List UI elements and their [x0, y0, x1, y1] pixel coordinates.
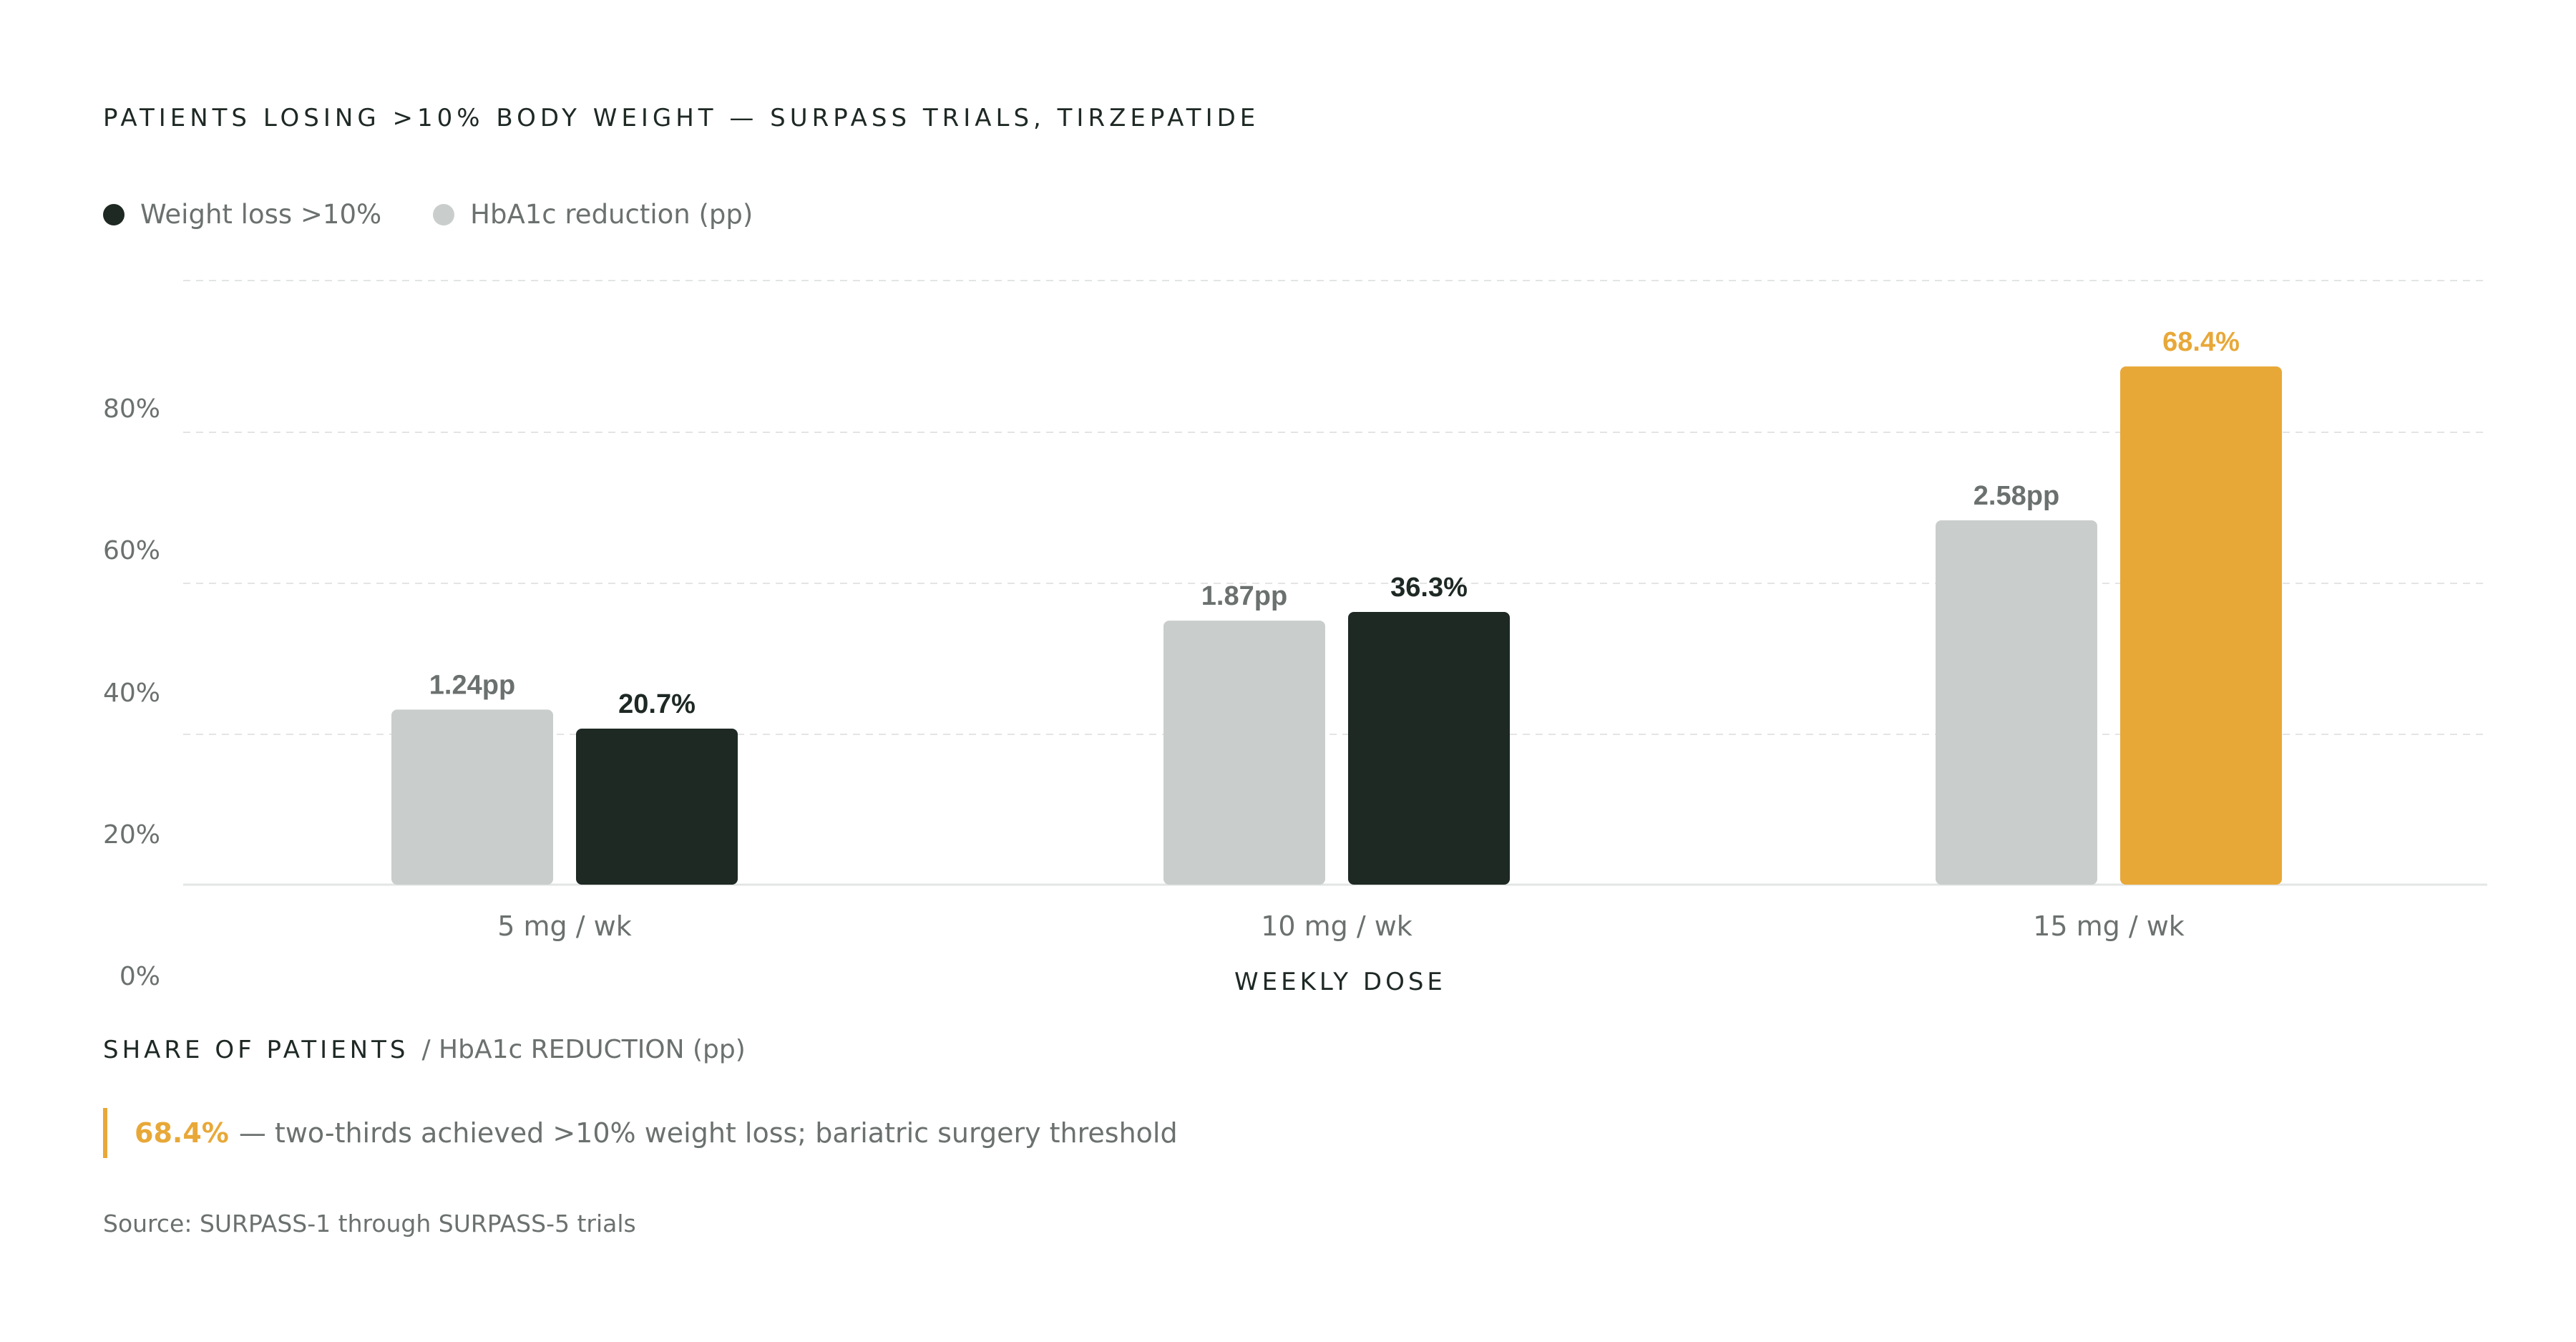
data-label-hba1c: 1.24pp — [429, 670, 515, 700]
data-label-hba1c: 1.87pp — [1201, 581, 1287, 611]
bar-hba1c — [1163, 621, 1325, 885]
data-label-hba1c: 2.58pp — [1974, 481, 2059, 511]
callout: 68.4% — two-thirds achieved >10% weight … — [103, 1108, 1178, 1158]
bar-weight-loss — [2120, 366, 2282, 885]
y-axis-title-sub: / HbA1c REDUCTION (pp) — [421, 1035, 746, 1064]
bar-weight-loss — [576, 729, 738, 885]
x-axis-title: WEEKLY DOSE — [1234, 968, 1446, 996]
data-label-weight-loss: 68.4% — [2162, 327, 2240, 357]
bar-hba1c — [391, 709, 553, 885]
callout-text: — two-thirds achieved >10% weight loss; … — [238, 1117, 1178, 1149]
y-axis-title-main: SHARE OF PATIENTS — [103, 1036, 409, 1064]
legend-swatch-hba1c — [433, 203, 455, 225]
legend-label-hba1c: HbA1c reduction (pp) — [470, 199, 753, 230]
bar-hba1c — [1936, 520, 2097, 885]
y-tick-label: 0% — [119, 962, 160, 991]
legend-swatch-weight-loss — [103, 203, 125, 225]
source-note: Source: SURPASS-1 through SURPASS-5 tria… — [103, 1210, 636, 1238]
x-tick-label: 10 mg / wk — [1261, 910, 1413, 942]
bar-weight-loss — [1348, 612, 1510, 885]
y-tick-label: 80% — [103, 394, 160, 424]
legend-label-weight-loss: Weight loss >10% — [140, 199, 382, 230]
data-label-weight-loss: 20.7% — [618, 689, 696, 719]
x-tick-label: 15 mg / wk — [2033, 910, 2185, 942]
x-tick-label: 5 mg / wk — [497, 910, 631, 942]
y-tick-label: 40% — [103, 679, 160, 708]
callout-value: 68.4% — [135, 1117, 229, 1149]
data-label-weight-loss: 36.3% — [1390, 573, 1468, 603]
y-tick-label: 20% — [103, 820, 160, 850]
bar-chart: 0% 20% 40% 60% 80% 1.24pp 20.7% 5 mg / wk 1.87pp… — [103, 280, 2487, 991]
chart-title: PATIENTS LOSING >10% BODY WEIGHT — SURPA… — [103, 104, 1260, 132]
legend-item-hba1c: HbA1c reduction (pp) — [433, 199, 753, 230]
legend-item-weight-loss: Weight loss >10% — [103, 199, 381, 230]
y-axis-title: SHARE OF PATIENTS / HbA1c REDUCTION (pp) — [103, 1035, 746, 1064]
legend: Weight loss >10% HbA1c reduction (pp) — [103, 199, 804, 230]
y-tick-label: 60% — [103, 536, 160, 565]
